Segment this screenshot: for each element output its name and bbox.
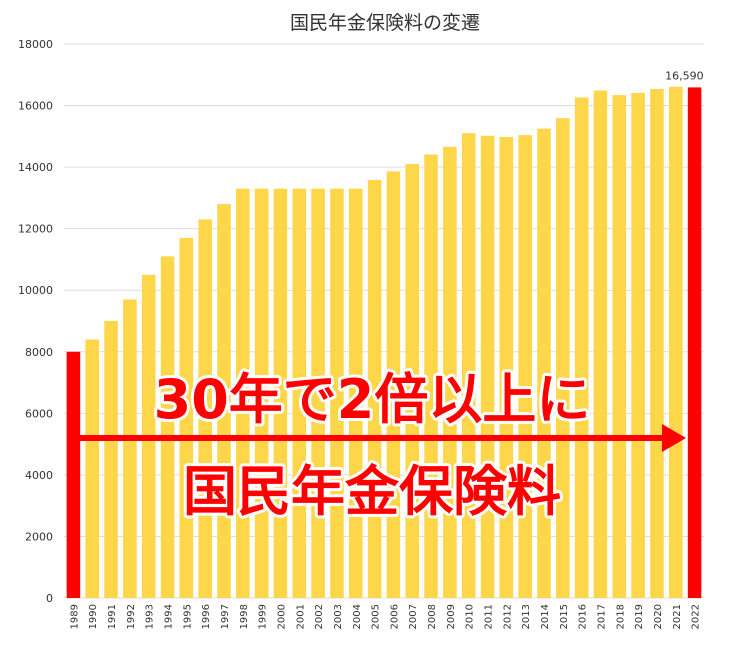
bar-1994: [160, 256, 175, 598]
bar-1992: [123, 299, 137, 598]
bar-1990: [85, 339, 100, 598]
bar-1991: [104, 321, 118, 598]
x-tick-label: 1996: [201, 604, 212, 629]
y-tick-label: 18000: [18, 38, 53, 51]
bar-1995: [179, 237, 194, 598]
x-tick-label: 1998: [239, 604, 250, 629]
x-tick-label: 2006: [389, 604, 400, 629]
bar-2001: [292, 188, 307, 598]
bar-2002: [311, 188, 325, 598]
x-tick-label: 1992: [126, 604, 137, 629]
bar-1996: [198, 219, 212, 598]
y-tick-label: 10000: [18, 284, 53, 297]
x-tick-label: 2020: [653, 604, 664, 629]
bar-2008: [424, 154, 438, 598]
x-tick-label: 2011: [484, 604, 495, 629]
bar-2003: [330, 188, 344, 598]
x-tick-label: 2019: [634, 604, 645, 629]
x-axis: 1989 1990 1991 1992 1993 1994 1995 1996 1997 1998…: [69, 604, 701, 629]
bar-2016: [574, 97, 589, 598]
bar-2006: [386, 171, 401, 599]
x-tick-label: 2000: [276, 604, 287, 629]
bar-1998: [236, 188, 250, 598]
x-tick-label: 1995: [182, 604, 193, 629]
y-tick-label: 6000: [25, 407, 53, 420]
x-tick-label: 2001: [295, 604, 306, 629]
bar-2019: [631, 92, 645, 598]
bar-2010: [461, 133, 476, 598]
data-labels: 16,590: [665, 69, 704, 82]
x-tick-label: 1999: [258, 604, 269, 629]
bar-2012: [499, 136, 514, 598]
chart-title: 国民年金保険料の変遷: [290, 12, 480, 34]
bar-2015: [556, 118, 570, 599]
bar-2007: [405, 164, 420, 599]
bars: [66, 86, 702, 599]
bar-2014: [537, 128, 551, 598]
x-tick-label: 2010: [465, 604, 476, 629]
bar-2022: [687, 87, 702, 598]
x-tick-label: 1997: [220, 604, 231, 629]
x-tick-label: 2018: [615, 604, 626, 629]
x-tick-label: 2007: [408, 604, 419, 629]
x-tick-label: 2022: [691, 604, 702, 629]
bar-2011: [480, 135, 495, 598]
x-tick-label: 1990: [88, 604, 99, 629]
bar-2009: [443, 146, 457, 598]
annotation-line-2: 国民年金保険料: [183, 460, 561, 523]
y-tick-label: 0: [46, 592, 53, 605]
bar-1997: [217, 204, 231, 599]
annotation: 30年で2倍以上に 国民年金保険料: [72, 365, 686, 526]
x-tick-label: 2012: [502, 604, 513, 629]
bar-2004: [348, 188, 363, 598]
annotation-line-1: 30年で2倍以上に: [154, 368, 591, 431]
bar-2020: [650, 88, 664, 599]
bar-1999: [254, 188, 269, 598]
x-tick-label: 2004: [352, 604, 363, 629]
bar-2013: [518, 135, 532, 598]
y-tick-label: 8000: [25, 346, 53, 359]
x-tick-label: 2005: [371, 604, 382, 629]
x-tick-label: 2003: [333, 604, 344, 629]
y-axis: 0 2000 4000 6000 8000 10000 12000 14000 16000 180…: [18, 38, 53, 605]
x-tick-label: 2015: [559, 604, 570, 629]
data-label-2022: 16,590: [665, 69, 704, 82]
bar-2000: [273, 188, 288, 598]
bar-2021: [668, 86, 683, 598]
x-tick-label: 2017: [596, 604, 607, 629]
y-tick-label: 4000: [25, 469, 53, 482]
bar-2018: [612, 95, 627, 598]
x-tick-label: 1991: [107, 604, 118, 629]
x-tick-label: 2014: [540, 604, 551, 629]
x-tick-label: 1989: [69, 604, 80, 629]
bar-2017: [593, 90, 608, 599]
x-tick-label: 2016: [578, 604, 589, 629]
arrow-head: [662, 424, 686, 452]
x-tick-label: 2013: [521, 604, 532, 629]
x-tick-label: 2009: [446, 604, 457, 629]
bar-1989: [66, 351, 81, 598]
x-tick-label: 2008: [427, 604, 438, 629]
y-tick-label: 12000: [18, 223, 53, 236]
x-tick-label: 1994: [164, 604, 175, 629]
bar-2005: [367, 180, 382, 598]
x-tick-label: 2002: [314, 604, 325, 629]
x-tick-label: 2021: [672, 604, 683, 629]
y-tick-label: 14000: [18, 161, 53, 174]
x-tick-label: 1993: [145, 604, 156, 629]
y-tick-label: 16000: [18, 100, 53, 113]
y-tick-label: 2000: [25, 530, 53, 543]
